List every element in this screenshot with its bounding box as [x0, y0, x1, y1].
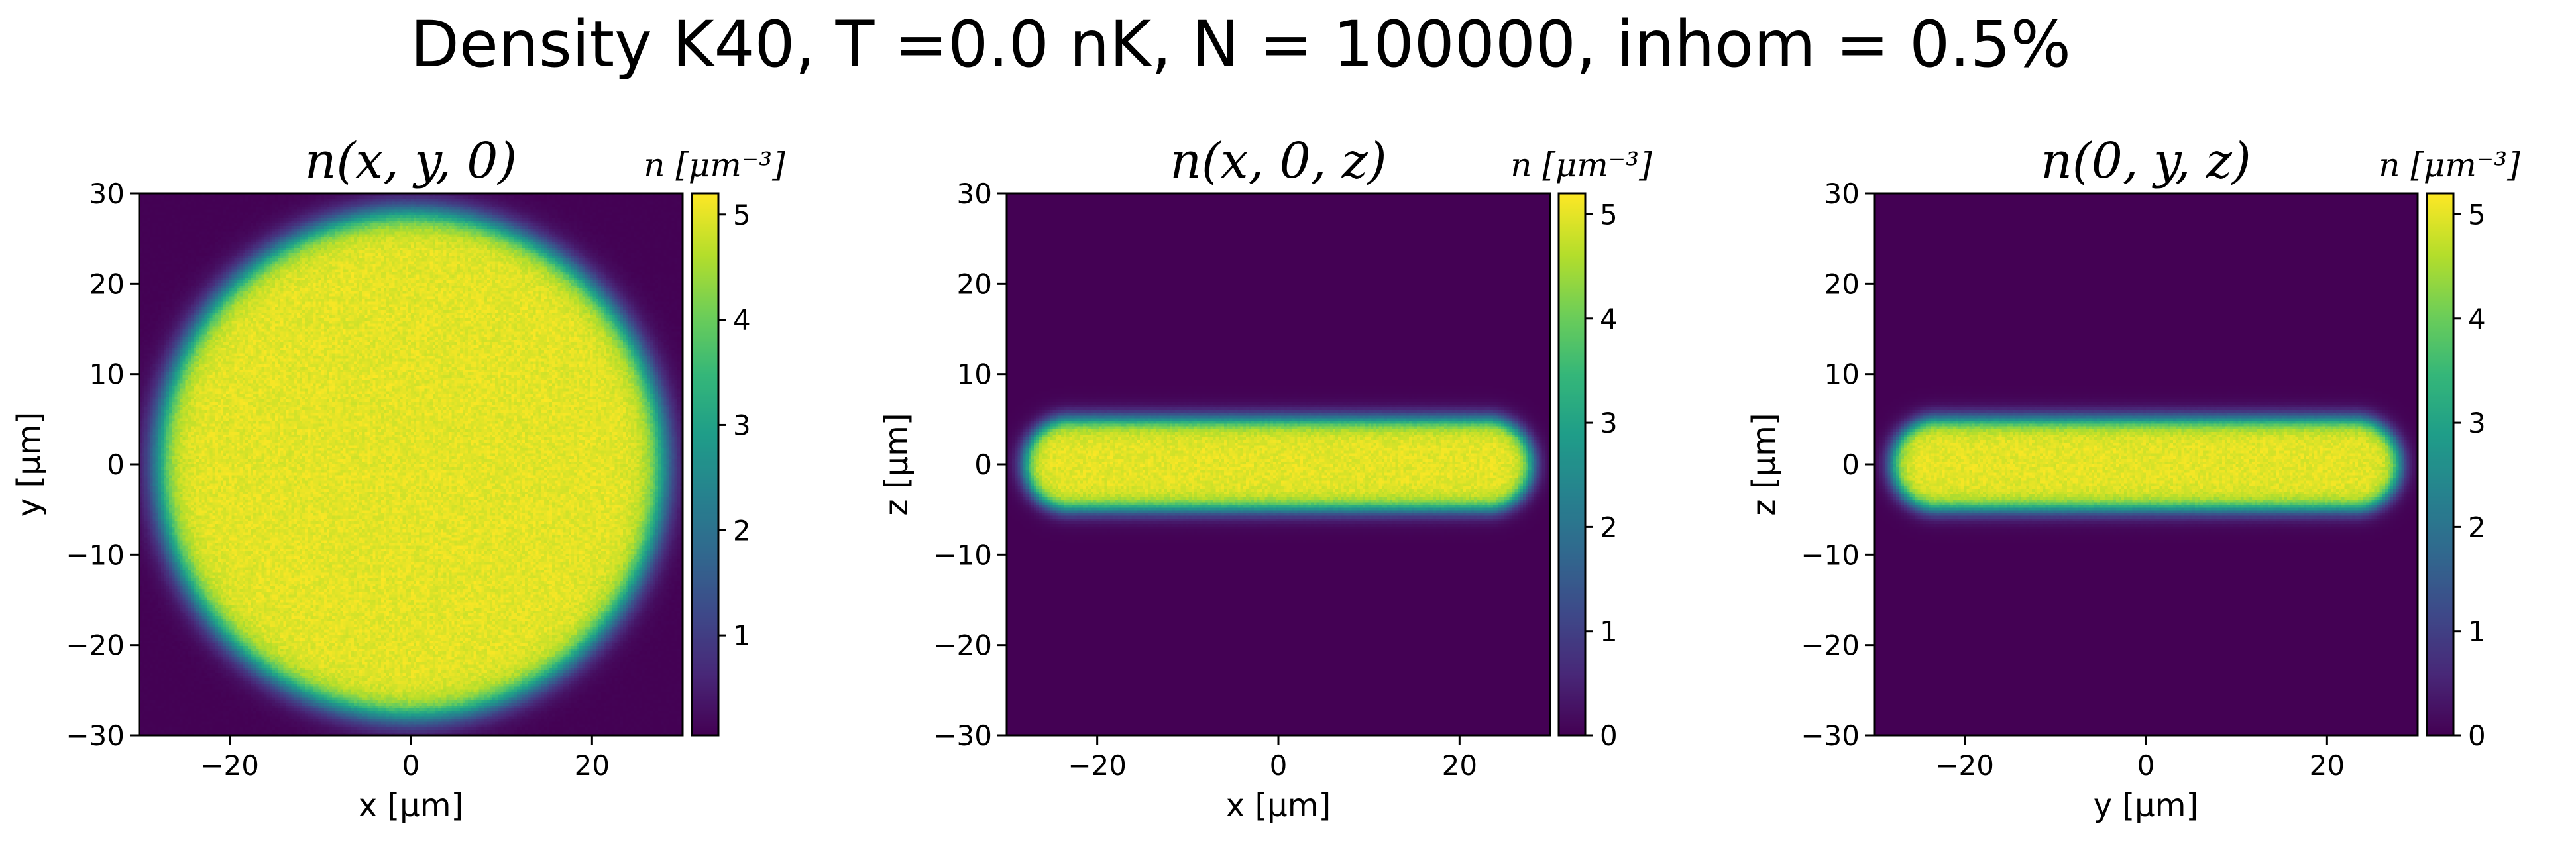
- x-tick-label-3-1: 0: [2137, 749, 2155, 782]
- colorbar-tick-label-1-4: 5: [733, 199, 751, 231]
- x-tick-label-1-1: 0: [402, 749, 420, 782]
- colorbar-label-2: n [μm⁻³]: [1510, 146, 1652, 184]
- colorbar-frame-3: [2426, 192, 2455, 737]
- y-tick-label-1-0: 30: [89, 178, 125, 210]
- x-axis-label-3: y [μm]: [2094, 787, 2198, 824]
- y-tick-label-1-6: −30: [66, 719, 125, 752]
- heatmap-panel-1: n(x, y, 0) −20 0 20 30 20 10 0 −10 −20 −30 x [μm] y …: [11, 132, 785, 824]
- y-axis-label-2: z [μm]: [878, 413, 915, 515]
- heatmap-image-1: [139, 193, 683, 735]
- y-tick-label-2-1: 20: [957, 268, 992, 300]
- panel-title-2: n(x, 0, z): [1170, 132, 1386, 189]
- y-axis-label-1: y [μm]: [11, 412, 48, 517]
- y-tick-label-3-6: −30: [1801, 719, 1860, 752]
- colorbar-label-1: n [μm⁻³]: [644, 146, 785, 184]
- y-tick-label-2-6: −30: [933, 719, 992, 752]
- y-tick-label-2-0: 30: [957, 178, 992, 210]
- y-axis-label-3: z [μm]: [1746, 413, 1783, 515]
- y-tick-label-3-2: 10: [1824, 358, 1860, 391]
- colorbar-tick-label-2-4: 4: [1600, 303, 1618, 335]
- panel-title-3: n(0, y, z): [2041, 132, 2251, 189]
- colorbar-tick-label-2-1: 1: [1600, 615, 1618, 648]
- y-tick-label-2-2: 10: [957, 358, 992, 391]
- colorbar-label-3: n [μm⁻³]: [2379, 146, 2520, 184]
- colorbar-frame-2: [1557, 192, 1587, 737]
- x-tick-label-2-0: −20: [1068, 749, 1127, 782]
- colorbar-tick-label-2-0: 0: [1600, 719, 1618, 752]
- y-tick-label-1-5: −20: [66, 629, 125, 662]
- y-tick-label-3-5: −20: [1801, 629, 1860, 662]
- x-tick-label-2-1: 0: [1270, 749, 1288, 782]
- colorbar-tick-label-3-1: 1: [2468, 615, 2486, 648]
- x-tick-label-3-0: −20: [1935, 749, 1994, 782]
- y-tick-label-3-0: 30: [1824, 178, 1860, 210]
- colorbar-frame-1: [691, 192, 720, 737]
- colorbar-tick-label-3-5: 5: [2468, 198, 2486, 231]
- x-axis-label-1: x [μm]: [359, 787, 463, 824]
- heatmap-image-2: [1007, 193, 1550, 735]
- colorbar-tick-label-1-0: 1: [733, 619, 751, 652]
- figure-suptitle: Density K40, T =0.0 nK, N = 100000, inho…: [410, 7, 2071, 81]
- y-tick-label-3-3: 0: [1842, 448, 1860, 481]
- heatmap-image-3: [1874, 193, 2418, 735]
- colorbar-gradient-3: [2427, 193, 2453, 735]
- x-tick-label-2-2: 20: [1442, 749, 1477, 782]
- colorbar-gradient-2: [1559, 193, 1585, 735]
- colorbar-tick-label-2-3: 3: [1600, 407, 1618, 439]
- y-tick-label-2-3: 0: [974, 448, 992, 481]
- colorbar-tick-label-1-3: 4: [733, 304, 751, 337]
- x-tick-label-3-2: 20: [2310, 749, 2345, 782]
- y-tick-label-3-1: 20: [1824, 268, 1860, 300]
- x-tick-label-1-0: −20: [200, 749, 259, 782]
- y-tick-label-1-1: 20: [89, 268, 125, 300]
- colorbar-tick-label-3-3: 3: [2468, 407, 2486, 439]
- colorbar-tick-label-3-2: 2: [2468, 511, 2486, 543]
- y-tick-label-2-4: −10: [933, 539, 992, 571]
- colorbar-tick-label-3-0: 0: [2468, 719, 2486, 752]
- panel-title-1: n(x, y, 0): [305, 132, 517, 189]
- colorbar-tick-label-1-2: 3: [733, 409, 751, 441]
- y-tick-label-1-2: 10: [89, 358, 125, 391]
- colorbar-tick-label-1-1: 2: [733, 514, 751, 547]
- y-tick-label-2-5: −20: [933, 629, 992, 662]
- y-tick-label-1-3: 0: [107, 448, 125, 481]
- colorbar-gradient-1: [692, 193, 718, 735]
- x-axis-label-2: x [μm]: [1226, 787, 1331, 824]
- colorbar-tick-label-2-2: 2: [1600, 511, 1618, 543]
- y-tick-label-3-4: −10: [1801, 539, 1860, 571]
- colorbar-tick-label-3-4: 4: [2468, 303, 2486, 335]
- x-tick-label-1-2: 20: [575, 749, 610, 782]
- colorbar-tick-label-2-5: 5: [1600, 198, 1618, 231]
- y-tick-label-1-4: −10: [66, 539, 125, 571]
